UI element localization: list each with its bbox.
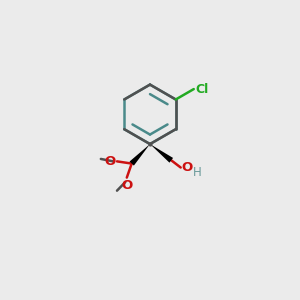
Polygon shape [150,144,173,163]
Text: O: O [181,161,193,174]
Text: O: O [121,179,132,192]
Text: O: O [104,155,116,168]
Polygon shape [130,144,150,166]
Text: H: H [193,167,202,179]
Text: Cl: Cl [195,82,208,96]
